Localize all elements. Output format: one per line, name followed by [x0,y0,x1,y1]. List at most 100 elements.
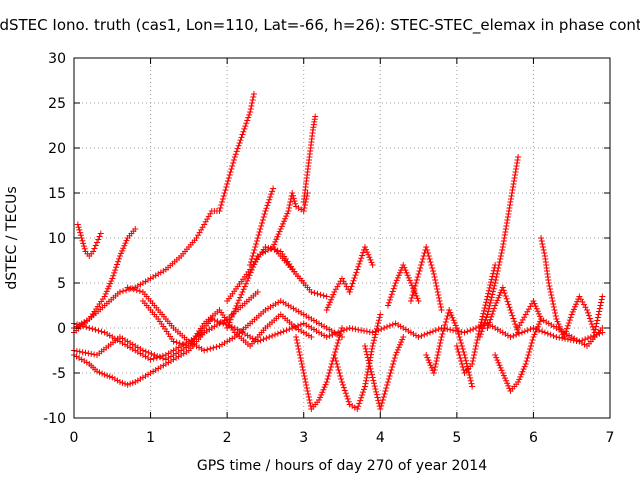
data-point [369,329,376,336]
data-point [592,326,599,333]
data-point [301,373,308,379]
data-point [145,349,152,356]
data-point [76,226,83,233]
data-point [430,271,437,277]
data-point [391,282,398,289]
data-point [366,328,373,335]
data-point [86,325,93,331]
data-point [387,294,394,301]
data-point [228,313,235,320]
data-point [487,282,494,289]
data-point [343,326,350,333]
data-point [160,355,167,362]
data-point [323,379,330,385]
grid-lines [74,58,610,418]
data-point [297,321,304,328]
data-point [270,185,277,192]
series-arc-j [270,190,311,250]
data-point [363,374,370,381]
data-point [179,341,186,348]
data-point [326,370,333,376]
data-point [468,380,475,387]
data-point [547,289,554,295]
data-point [336,334,343,340]
data-point [529,337,536,343]
data-point [368,348,375,355]
data-point [552,310,559,316]
data-point [435,349,442,355]
data-point [587,318,594,325]
data-point [287,196,294,202]
data-point [361,244,368,250]
data-point [550,332,557,339]
data-point [501,375,508,382]
series-arc-h [224,244,330,304]
data-point [555,321,562,328]
data-point [116,289,123,295]
data-point [516,376,523,383]
data-point [260,336,267,343]
x-axis-label: GPS time / hours of day 270 of year 2014 [197,458,487,474]
data-point [568,311,575,318]
series-arc-r [407,244,445,313]
data-point [528,340,535,346]
chart-title: dSTEC Iono. truth (cas1, Lon=110, Lat=-6… [0,16,640,35]
series-arc-z [71,316,606,363]
data-point [580,301,587,308]
data-point [352,272,359,279]
data-point [488,313,495,320]
data-point [391,355,398,361]
data-point [383,323,390,330]
data-point [497,253,504,259]
data-point [245,114,252,121]
data-point [425,357,432,364]
data-point [487,297,494,304]
data-point [354,266,361,273]
data-point [507,307,514,313]
data-point [488,294,495,301]
data-point [595,311,602,318]
data-point [490,308,497,315]
data-point [196,229,203,236]
data-point [344,395,351,402]
data-point [565,319,572,326]
series-arc-s [423,307,476,390]
data-point [217,205,224,211]
data-point [340,278,347,285]
data-point [501,290,508,297]
data-point [123,237,130,244]
data-point [204,216,211,223]
data-point [256,229,263,235]
data-point [587,334,594,340]
data-point [300,370,307,376]
data-point [381,391,388,397]
data-point [224,178,231,184]
data-point [517,373,524,380]
series-arc-g [224,244,307,331]
data-point [326,332,333,339]
data-point [121,242,128,249]
data-point [494,268,501,274]
data-point [354,406,361,412]
data-point [390,358,397,364]
data-point [366,363,373,370]
data-point [262,208,269,214]
data-point [489,273,496,280]
data-point [522,311,529,318]
data-point [427,329,434,336]
data-point [347,286,354,293]
data-point [259,217,266,223]
data-point [321,384,328,391]
data-point [359,391,366,398]
data-point [109,275,116,282]
data-point [129,379,136,386]
data-point [266,334,273,340]
data-point [393,277,400,284]
data-point [450,317,457,324]
data-point [547,331,554,338]
data-point [101,293,108,300]
data-point [266,196,273,203]
data-point [479,325,486,332]
series-arc-n [361,334,407,412]
